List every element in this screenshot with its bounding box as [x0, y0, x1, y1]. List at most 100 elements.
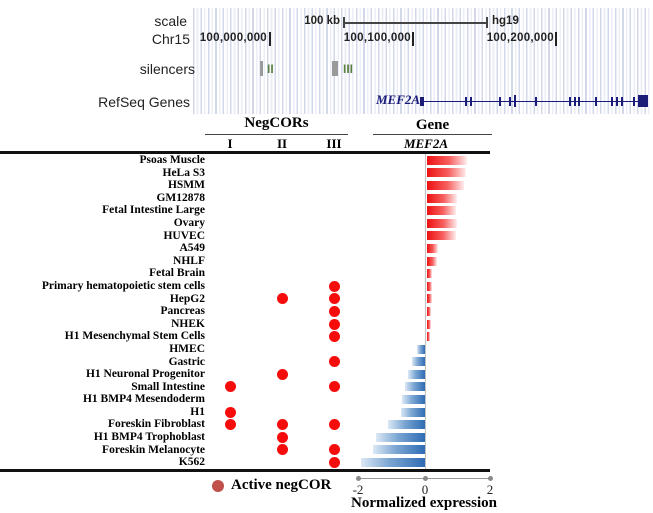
- silencer-iii-label: III: [343, 62, 354, 76]
- expression-bar: [372, 445, 425, 455]
- expression-bar: [427, 168, 466, 178]
- table-row: HepG2: [0, 293, 653, 306]
- active-negcor-dot: [328, 331, 340, 343]
- x-axis-title: Normalized expression: [351, 495, 497, 511]
- coordinate-label: 100,100,000: [343, 32, 411, 44]
- row-label: H1 BMP4 Mesendoderm: [82, 393, 205, 406]
- coordinate-tick: [269, 32, 271, 46]
- expression-bar: [427, 269, 432, 279]
- expression-bar: [411, 357, 425, 367]
- expression-bar: [361, 458, 425, 468]
- active-negcor-dot: [224, 381, 236, 393]
- expression-bar: [427, 281, 432, 291]
- legend-active-negcor-dot: [212, 480, 224, 492]
- row-label: Gastric: [168, 355, 205, 368]
- expression-bar: [427, 306, 432, 316]
- row-label: NHEK: [171, 317, 205, 330]
- silencer-ii-mark: [260, 61, 263, 76]
- matrix-rows: Psoas Muscle HeLa S3 HSMM GM12878 Fetal …: [0, 154, 653, 469]
- active-negcor-dot: [328, 356, 340, 368]
- expression-bar: [404, 382, 425, 392]
- active-negcor-dot: [328, 293, 340, 305]
- table-row: Ovary: [0, 217, 653, 230]
- expression-bar: [388, 420, 425, 430]
- active-negcor-dot: [224, 406, 236, 418]
- gene-name-label: MEF2A: [376, 92, 421, 107]
- column-header-gene: MEF2A: [403, 136, 449, 151]
- scale-bar-length-label: 100 kb: [304, 15, 340, 27]
- expression-bar: [427, 206, 457, 216]
- row-label: Small Intestine: [131, 380, 205, 393]
- row-label: H1 Neuronal Progenitor: [85, 368, 205, 381]
- row-label: Pancreas: [160, 305, 205, 318]
- negcors-underline: [205, 134, 348, 136]
- expression-bar: [427, 231, 456, 241]
- zero-axis-line: [425, 154, 426, 469]
- row-label: NHLF: [173, 254, 205, 267]
- table-row: Gastric: [0, 356, 653, 369]
- active-negcor-dot: [328, 444, 340, 456]
- expression-bar: [376, 432, 425, 442]
- expression-bar: [416, 344, 425, 354]
- table-row: Foreskin Melanocyte: [0, 444, 653, 457]
- x-axis-dot: [355, 476, 361, 481]
- active-negcor-dot: [276, 444, 288, 456]
- scale-bar: [343, 22, 487, 24]
- active-negcor-dot: [276, 419, 288, 431]
- row-label: HMEC: [169, 342, 205, 355]
- bottom-divider-line: [0, 469, 490, 472]
- gene-group-header: Gene: [415, 117, 450, 133]
- table-row: HUVEC: [0, 230, 653, 243]
- row-label: GM12878: [156, 191, 205, 204]
- table-row: HSMM: [0, 179, 653, 192]
- scale-bar-left-tick: [343, 17, 345, 28]
- silencer-ii-label: II: [267, 62, 274, 76]
- silencers-track-label: silencers: [139, 61, 195, 77]
- chromosome-label: Chr15: [151, 31, 190, 47]
- active-negcor-dot: [276, 431, 288, 443]
- genome-browser-background: [193, 8, 650, 114]
- active-negcor-dot: [224, 419, 236, 431]
- silencer-iii-mark: [332, 61, 338, 76]
- coordinate-tick: [412, 32, 414, 46]
- column-header-ii: II: [276, 136, 288, 151]
- row-label: HSMM: [167, 179, 205, 192]
- row-label: K562: [178, 456, 205, 469]
- row-label: HUVEC: [163, 229, 205, 242]
- table-row: H1 BMP4 Mesendoderm: [0, 393, 653, 406]
- gene-end-exon: [638, 95, 648, 107]
- active-negcor-dot: [328, 457, 340, 469]
- table-row: K562: [0, 456, 653, 469]
- coordinate-label: 100,200,000: [486, 32, 554, 44]
- table-row: Fetal Brain: [0, 267, 653, 280]
- active-negcor-dot: [328, 280, 340, 292]
- row-label: H1 Mesenchymal Stem Cells: [64, 330, 205, 343]
- active-negcor-dot: [328, 381, 340, 393]
- table-row: H1 Neuronal Progenitor: [0, 368, 653, 381]
- table-row: HeLa S3: [0, 167, 653, 180]
- table-row: Fetal Intestine Large: [0, 204, 653, 217]
- column-header-iii: III: [326, 136, 342, 151]
- row-label: HepG2: [169, 292, 205, 305]
- expression-bar: [407, 369, 425, 379]
- x-axis-tick-label: 2: [486, 482, 494, 497]
- assembly-label: hg19: [492, 15, 519, 27]
- expression-bar: [427, 193, 458, 203]
- x-axis-tick-label: -2: [352, 482, 364, 497]
- scale-track-label: scale: [154, 13, 187, 29]
- expression-bar: [427, 218, 457, 228]
- row-label: Primary hematopoietic stem cells: [41, 279, 205, 292]
- table-row: H1 BMP4 Trophoblast: [0, 431, 653, 444]
- expression-bar: [427, 180, 464, 190]
- row-label: Fetal Brain: [149, 267, 205, 280]
- expression-bar: [427, 256, 437, 266]
- expression-bar: [427, 319, 431, 329]
- gene-underline: [373, 134, 492, 136]
- row-label: Foreskin Melanocyte: [102, 443, 205, 456]
- legend-active-negcor-label: Active negCOR: [231, 477, 332, 493]
- negcors-group-header: NegCORs: [244, 115, 309, 131]
- table-row: GM12878: [0, 192, 653, 205]
- active-negcor-dot: [276, 368, 288, 380]
- row-label: Fetal Intestine Large: [102, 204, 205, 217]
- table-row: HMEC: [0, 343, 653, 356]
